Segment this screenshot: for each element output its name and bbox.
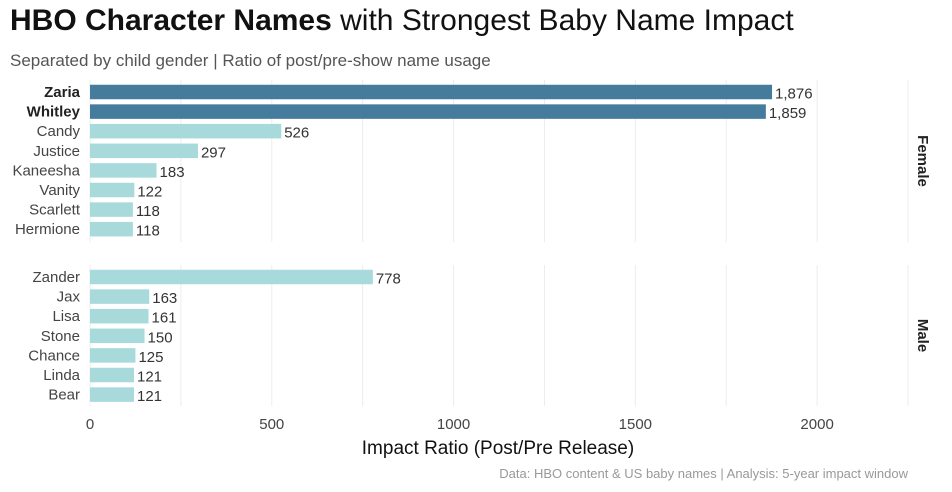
bar [90,221,133,237]
value-label: 125 [138,349,163,366]
value-label: 1,859 [769,105,807,122]
value-label: 150 [148,329,173,346]
x-tick-label: 1000 [437,416,470,433]
value-label: 1,876 [775,86,813,103]
bar [90,84,773,100]
value-label: 778 [376,271,401,288]
value-label: 122 [137,184,162,201]
category-label: Candy [37,123,81,140]
x-tick-label: 2000 [800,416,833,433]
chart-title-bold: HBO Character Names [10,4,332,37]
chart-subtitle: Separated by child gender | Ratio of pos… [10,51,491,70]
category-label: Jax [57,289,81,306]
value-label: 121 [137,369,162,386]
category-label: Kaneesha [12,162,80,179]
x-tick-label: 0 [86,416,94,433]
value-label: 161 [152,310,177,327]
x-tick-label: 500 [259,416,284,433]
bar [90,143,198,159]
category-label: Justice [33,143,80,160]
chart-title: HBO Character Names with Strongest Baby … [10,4,794,38]
x-axis-title: Impact Ratio (Post/Pre Release) [362,438,634,459]
bar [90,367,134,383]
category-label: Whitley [27,104,81,121]
bar [90,269,373,285]
bar [90,348,136,363]
x-axis: 0 500 1000 1500 2000 [86,416,834,433]
facet-label: Male [914,319,931,352]
label-layer: Zaria 1,876 Whitley 1,859 Candy 526 Justice 297… [12,84,931,405]
facet-label: Female [914,135,931,187]
bar [90,308,149,324]
category-label: Hermione [15,221,80,238]
category-label: Scarlett [29,202,81,219]
category-label: Bear [48,387,80,404]
bar [90,123,282,139]
bar [90,289,150,304]
bar [90,182,135,198]
chart-caption: Data: HBO content & US baby names | Anal… [499,466,908,481]
category-label: Chance [28,347,80,364]
bar [90,387,134,402]
bar-layer [90,84,773,402]
value-label: 118 [136,203,160,220]
bar [90,163,157,178]
value-label: 163 [152,290,177,307]
category-label: Zaria [44,84,81,101]
bar [90,202,133,217]
value-label: 183 [160,164,185,181]
category-label: Linda [43,367,80,384]
chart-title-rest: with Strongest Baby Name Impact [331,4,794,37]
value-label: 121 [137,388,162,405]
value-label: 526 [284,125,309,142]
category-label: Lisa [52,308,80,325]
category-label: Vanity [39,182,80,199]
value-label: 297 [201,144,226,161]
bar [90,104,766,119]
bar-chart: Zaria 1,876 Whitley 1,859 Candy 526 Justice 297… [12,80,931,459]
x-tick-label: 1500 [619,416,652,433]
bar [90,328,145,344]
value-label: 118 [136,223,160,240]
category-label: Stone [41,328,80,345]
category-label: Zander [32,269,80,286]
